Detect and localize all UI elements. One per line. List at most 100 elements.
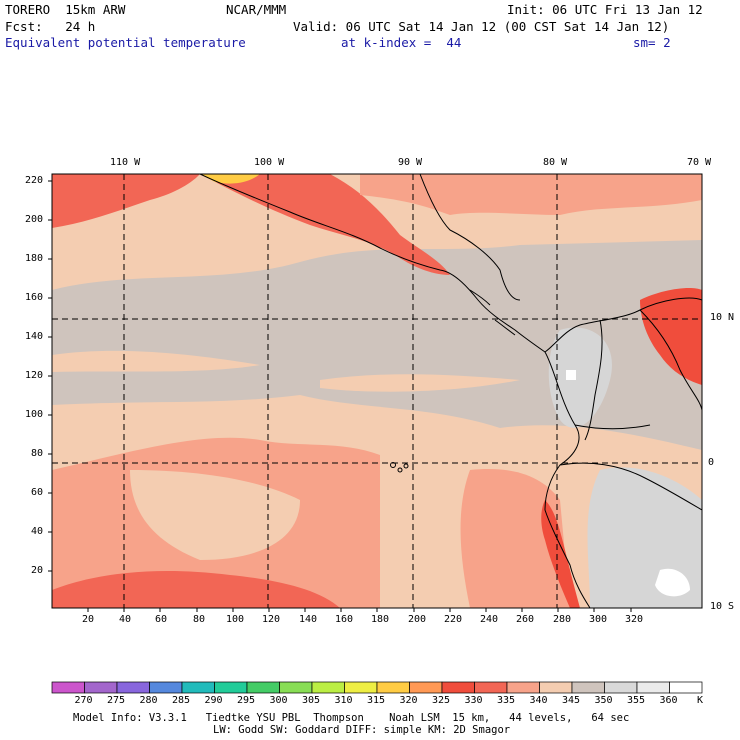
y-tick: 180	[25, 253, 44, 264]
colorbar-label: 360	[659, 695, 678, 706]
light-streak	[320, 374, 520, 392]
colorbar-label: 320	[399, 695, 418, 706]
ticks	[48, 180, 632, 612]
colorbar-unit: K	[697, 695, 704, 706]
x-tick: 80	[193, 614, 206, 625]
lon-label-90w: 90 W	[398, 157, 423, 168]
lat-label-eq: 0	[708, 457, 715, 468]
forecast-hour: Fcst: 24 h	[5, 19, 96, 34]
colorbar-swatch	[669, 681, 703, 694]
org-label: NCAR/MMM	[226, 2, 287, 17]
salmon-region-north	[360, 174, 702, 215]
colorbar-swatch	[246, 681, 280, 694]
valid-time: Valid: 06 UTC Sat 14 Jan 12 (00 CST Sat …	[293, 19, 670, 34]
x-tick: 20	[82, 614, 95, 625]
footer-model-info: Model Info: V3.3.1 Tiedtke YSU PBL Thomp…	[73, 712, 630, 724]
colorbar-label: 310	[334, 695, 353, 706]
level-label: at k-index = 44	[341, 35, 462, 50]
colorbar-swatch	[636, 681, 670, 694]
colorbar-label: 355	[627, 695, 646, 706]
lon-label-70w: 70 W	[687, 157, 712, 168]
white-patch	[566, 370, 576, 380]
graticule	[52, 174, 702, 608]
y-tick: 140	[25, 331, 44, 342]
colorbar-label: 285	[172, 695, 191, 706]
x-tick: 240	[480, 614, 499, 625]
colorbar-swatch	[311, 681, 345, 694]
x-tick: 40	[119, 614, 132, 625]
colorbar-label: 270	[74, 695, 93, 706]
y-tick: 220	[25, 175, 44, 186]
colorbar-label: 345	[562, 695, 581, 706]
salmon-region-se	[460, 469, 570, 608]
colorbar-label: 290	[204, 695, 223, 706]
lon-label-110w: 110 W	[110, 157, 141, 168]
lon-label-100w: 100 W	[254, 157, 285, 168]
x-tick: 220	[444, 614, 463, 625]
colorbar-label: 280	[139, 695, 158, 706]
y-tick: 160	[25, 292, 44, 303]
red-strip-peru	[541, 500, 580, 608]
coastlines	[199, 174, 702, 608]
model-title: TORERO 15km ARW	[5, 2, 126, 17]
y-tick: 120	[25, 370, 44, 381]
colorbar-swatch	[441, 681, 475, 694]
x-tick: 120	[262, 614, 281, 625]
y-tick: 20	[31, 565, 44, 576]
x-tick: 260	[516, 614, 535, 625]
y-tick: 80	[31, 448, 44, 459]
smoothing-label: sm= 2	[633, 35, 671, 50]
lon-label-80w: 80 W	[543, 157, 568, 168]
colorbar-swatch	[344, 681, 378, 694]
lat-label-10s: 10 S	[710, 601, 735, 612]
colorbar-label: 295	[237, 695, 256, 706]
field-name: Equivalent potential temperature	[5, 35, 246, 50]
colorbar-swatch	[84, 681, 118, 694]
footer-physics-info: LW: Godd SW: Goddard DIFF: simple KM: 2D…	[213, 724, 511, 736]
x-tick: 280	[553, 614, 572, 625]
colorbar-swatch	[376, 681, 410, 694]
red-region-colombia	[640, 288, 702, 385]
colorbar-swatch	[116, 681, 150, 694]
x-tick: 200	[408, 614, 427, 625]
grey-band	[52, 240, 702, 450]
init-time: Init: 06 UTC Fri 13 Jan 12	[507, 2, 703, 17]
x-tick: 320	[625, 614, 644, 625]
colorbar-label: 275	[107, 695, 126, 706]
colorbar	[51, 681, 703, 694]
colorbar-swatch	[181, 681, 215, 694]
colorbar-label: 330	[464, 695, 483, 706]
colorbar-label: 340	[529, 695, 548, 706]
colorbar-label: 315	[367, 695, 386, 706]
y-tick: 100	[25, 409, 44, 420]
y-tick: 60	[31, 487, 44, 498]
colorbar-label: 300	[269, 695, 288, 706]
colorbar-swatch	[474, 681, 508, 694]
x-tick: 140	[299, 614, 318, 625]
colorbar-swatch	[149, 681, 183, 694]
colorbar-label: 305	[302, 695, 321, 706]
lat-label-10n: 10 N	[710, 312, 735, 323]
colorbar-swatch	[214, 681, 248, 694]
light-streak	[52, 350, 260, 372]
red-region-nw	[52, 174, 200, 228]
x-tick: 300	[589, 614, 608, 625]
colorbar-swatch	[51, 681, 85, 694]
red-region-mexico	[200, 174, 450, 275]
colorbar-swatch	[506, 681, 540, 694]
colorbar-swatch	[571, 681, 605, 694]
white-patch	[655, 568, 690, 597]
x-tick: 180	[371, 614, 390, 625]
x-tick: 60	[155, 614, 168, 625]
x-tick: 100	[226, 614, 245, 625]
colorbar-swatch	[539, 681, 573, 694]
colorbar-label: 350	[594, 695, 613, 706]
colorbar-swatch	[279, 681, 313, 694]
colorbar-swatch	[604, 681, 638, 694]
colorbar-swatch	[409, 681, 443, 694]
y-tick: 40	[31, 526, 44, 537]
light-region	[130, 470, 300, 560]
y-tick: 200	[25, 214, 44, 225]
colorbar-label: 335	[497, 695, 516, 706]
